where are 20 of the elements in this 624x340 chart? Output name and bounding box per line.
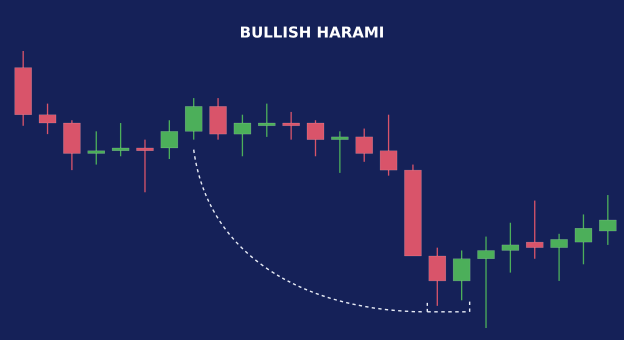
candlestick: [355, 128, 373, 162]
candlestick: [599, 194, 617, 246]
candlestick: [112, 122, 130, 157]
candlestick: [380, 114, 398, 176]
candlestick: [502, 222, 520, 274]
candlestick: [331, 130, 349, 174]
candlestick: [306, 120, 324, 157]
candlestick: [38, 102, 56, 135]
candlestick: [258, 102, 276, 138]
candlestick: [477, 236, 495, 329]
candlestick: [136, 138, 154, 193]
candlestick: [574, 214, 592, 265]
candlestick: [160, 120, 178, 160]
candlestick: [88, 130, 106, 166]
candlestick: [234, 114, 252, 157]
candlestick: [282, 111, 300, 140]
candlestick: [550, 233, 568, 282]
chart-title: BULLISH HARAMI: [240, 24, 384, 42]
candlestick: [526, 200, 544, 260]
candlestick: [452, 250, 470, 301]
